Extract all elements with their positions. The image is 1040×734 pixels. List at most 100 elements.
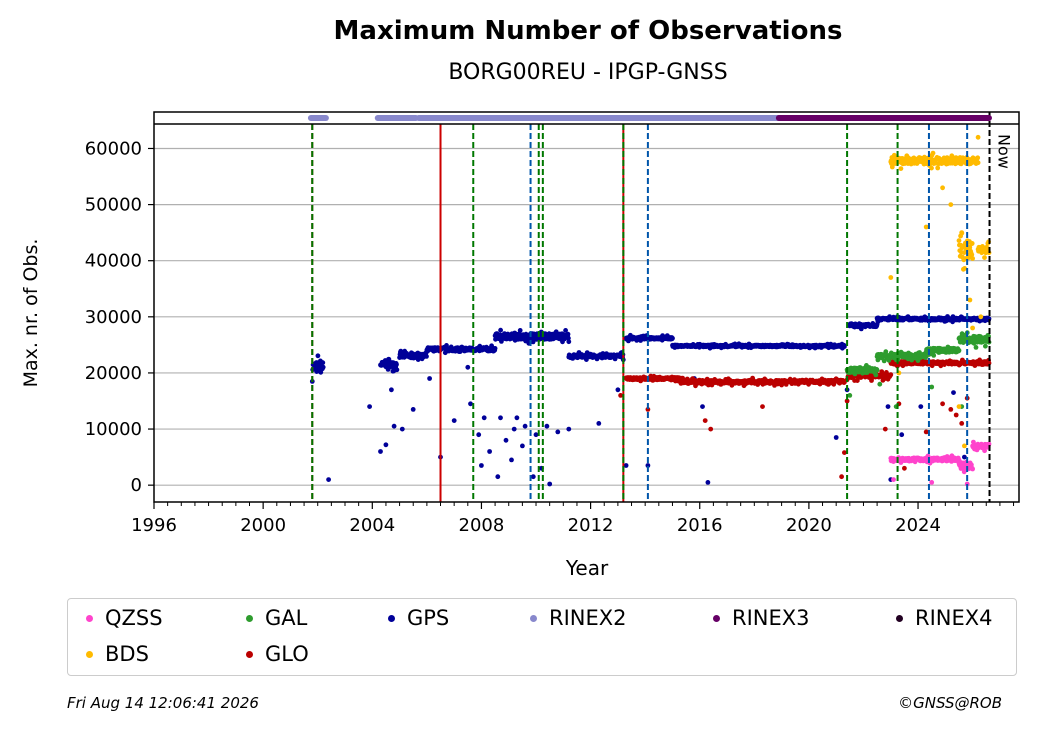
legend-item-qzss: QZSS bbox=[86, 606, 163, 630]
point-gps bbox=[645, 463, 651, 468]
point-gps bbox=[465, 364, 471, 370]
point-gps bbox=[842, 344, 847, 349]
y-tick-label-1: 10000 bbox=[85, 419, 142, 440]
chart-title: Maximum Number of Observations bbox=[333, 16, 843, 46]
point-glo bbox=[760, 404, 765, 409]
point-bds bbox=[970, 256, 975, 261]
point-gps bbox=[918, 404, 924, 409]
point-bds bbox=[956, 404, 962, 409]
legend-marker-glo bbox=[246, 650, 253, 658]
point-bds bbox=[978, 314, 984, 320]
point-gps bbox=[389, 387, 394, 393]
legend-item-bds: BDS bbox=[86, 642, 149, 666]
point-gps bbox=[565, 331, 571, 337]
legend-marker-gal bbox=[246, 614, 253, 622]
y-tick-label-5: 50000 bbox=[85, 195, 142, 216]
point-glo bbox=[948, 407, 954, 412]
point-gps bbox=[899, 432, 905, 438]
series-bds bbox=[888, 134, 992, 449]
point-bds bbox=[982, 255, 987, 260]
point-bds bbox=[935, 165, 941, 171]
legend-item-rinex2: RINEX2 bbox=[530, 606, 627, 630]
point-gps bbox=[424, 354, 429, 359]
point-gps bbox=[383, 442, 389, 448]
point-gps bbox=[555, 429, 561, 435]
point-gps bbox=[468, 401, 473, 407]
point-gps bbox=[386, 356, 392, 362]
y-axis-label: Max. nr. of Obs. bbox=[20, 239, 42, 388]
point-gps bbox=[391, 423, 397, 429]
point-gps bbox=[503, 437, 509, 443]
point-gps bbox=[514, 415, 520, 421]
point-gps bbox=[326, 477, 331, 482]
point-gps bbox=[399, 426, 405, 432]
point-gps bbox=[481, 415, 487, 421]
point-gps bbox=[566, 426, 572, 432]
point-gps bbox=[320, 360, 326, 366]
point-bds bbox=[959, 230, 965, 236]
x-tick-label-5: 2016 bbox=[677, 515, 723, 536]
y-tick-label-3: 30000 bbox=[85, 307, 142, 328]
y-tick-label-0: 0 bbox=[131, 475, 142, 496]
series-gal bbox=[844, 330, 992, 409]
legend-marker-qzss bbox=[86, 614, 93, 622]
y-tick-label-6: 60000 bbox=[85, 138, 142, 159]
point-glo bbox=[844, 398, 850, 404]
point-gps bbox=[623, 463, 629, 468]
x-tick-label-4: 2012 bbox=[568, 515, 614, 536]
point-gps bbox=[451, 418, 457, 423]
point-gps bbox=[520, 443, 525, 449]
point-gps bbox=[584, 357, 589, 362]
legend-marker-gps bbox=[388, 614, 395, 622]
legend-item-gal: GAL bbox=[246, 606, 307, 630]
point-gps bbox=[315, 353, 321, 359]
event-lines bbox=[311, 112, 991, 502]
legend-marker-rinex4 bbox=[896, 614, 903, 622]
point-gps bbox=[495, 474, 501, 480]
point-bds bbox=[975, 155, 981, 161]
point-gal bbox=[973, 345, 979, 350]
point-bds bbox=[898, 166, 904, 172]
point-gps bbox=[670, 335, 675, 341]
point-gps bbox=[509, 457, 514, 463]
point-gps bbox=[544, 423, 550, 429]
point-gps bbox=[394, 362, 399, 367]
point-gal bbox=[847, 393, 853, 398]
point-bds bbox=[948, 202, 954, 208]
legend-marker-rinex3 bbox=[713, 614, 720, 622]
legend-marker-rinex2 bbox=[530, 614, 537, 622]
legend-label-rinex3: RINEX3 bbox=[732, 606, 810, 630]
point-gps bbox=[487, 449, 492, 454]
point-gps bbox=[320, 364, 326, 370]
point-gps bbox=[394, 367, 400, 373]
point-qzss bbox=[929, 480, 935, 485]
legend-label-gal: GAL bbox=[265, 606, 308, 630]
legend-label-glo: GLO bbox=[265, 642, 309, 666]
series-glo bbox=[618, 357, 992, 480]
point-gps bbox=[427, 376, 432, 381]
point-glo bbox=[902, 465, 907, 471]
point-gps bbox=[367, 404, 372, 409]
chart-subtitle: BORG00REU - IPGP-GNSS bbox=[448, 60, 728, 85]
point-gps bbox=[476, 432, 482, 438]
legend-item-rinex4: RINEX4 bbox=[896, 606, 993, 630]
point-glo bbox=[940, 401, 945, 407]
legend-label-rinex2: RINEX2 bbox=[549, 606, 627, 630]
point-glo bbox=[953, 412, 959, 418]
point-bds bbox=[975, 134, 981, 140]
point-gps bbox=[492, 346, 498, 351]
legend-item-rinex3: RINEX3 bbox=[713, 606, 810, 630]
series-gps bbox=[309, 314, 992, 487]
legend: QZSS GAL GPS RINEX2 RINEX3 RINEX4 BDS GL… bbox=[67, 598, 1017, 676]
point-glo bbox=[618, 393, 623, 398]
x-tick-label-6: 2020 bbox=[786, 515, 832, 536]
point-gps bbox=[530, 474, 536, 480]
point-bds bbox=[975, 160, 981, 166]
point-gal bbox=[874, 367, 880, 373]
legend-label-gps: GPS bbox=[407, 606, 450, 630]
point-gps bbox=[522, 423, 528, 429]
point-glo bbox=[959, 421, 965, 426]
legend-item-glo: GLO bbox=[246, 642, 309, 666]
plot-frame bbox=[153, 111, 1020, 503]
